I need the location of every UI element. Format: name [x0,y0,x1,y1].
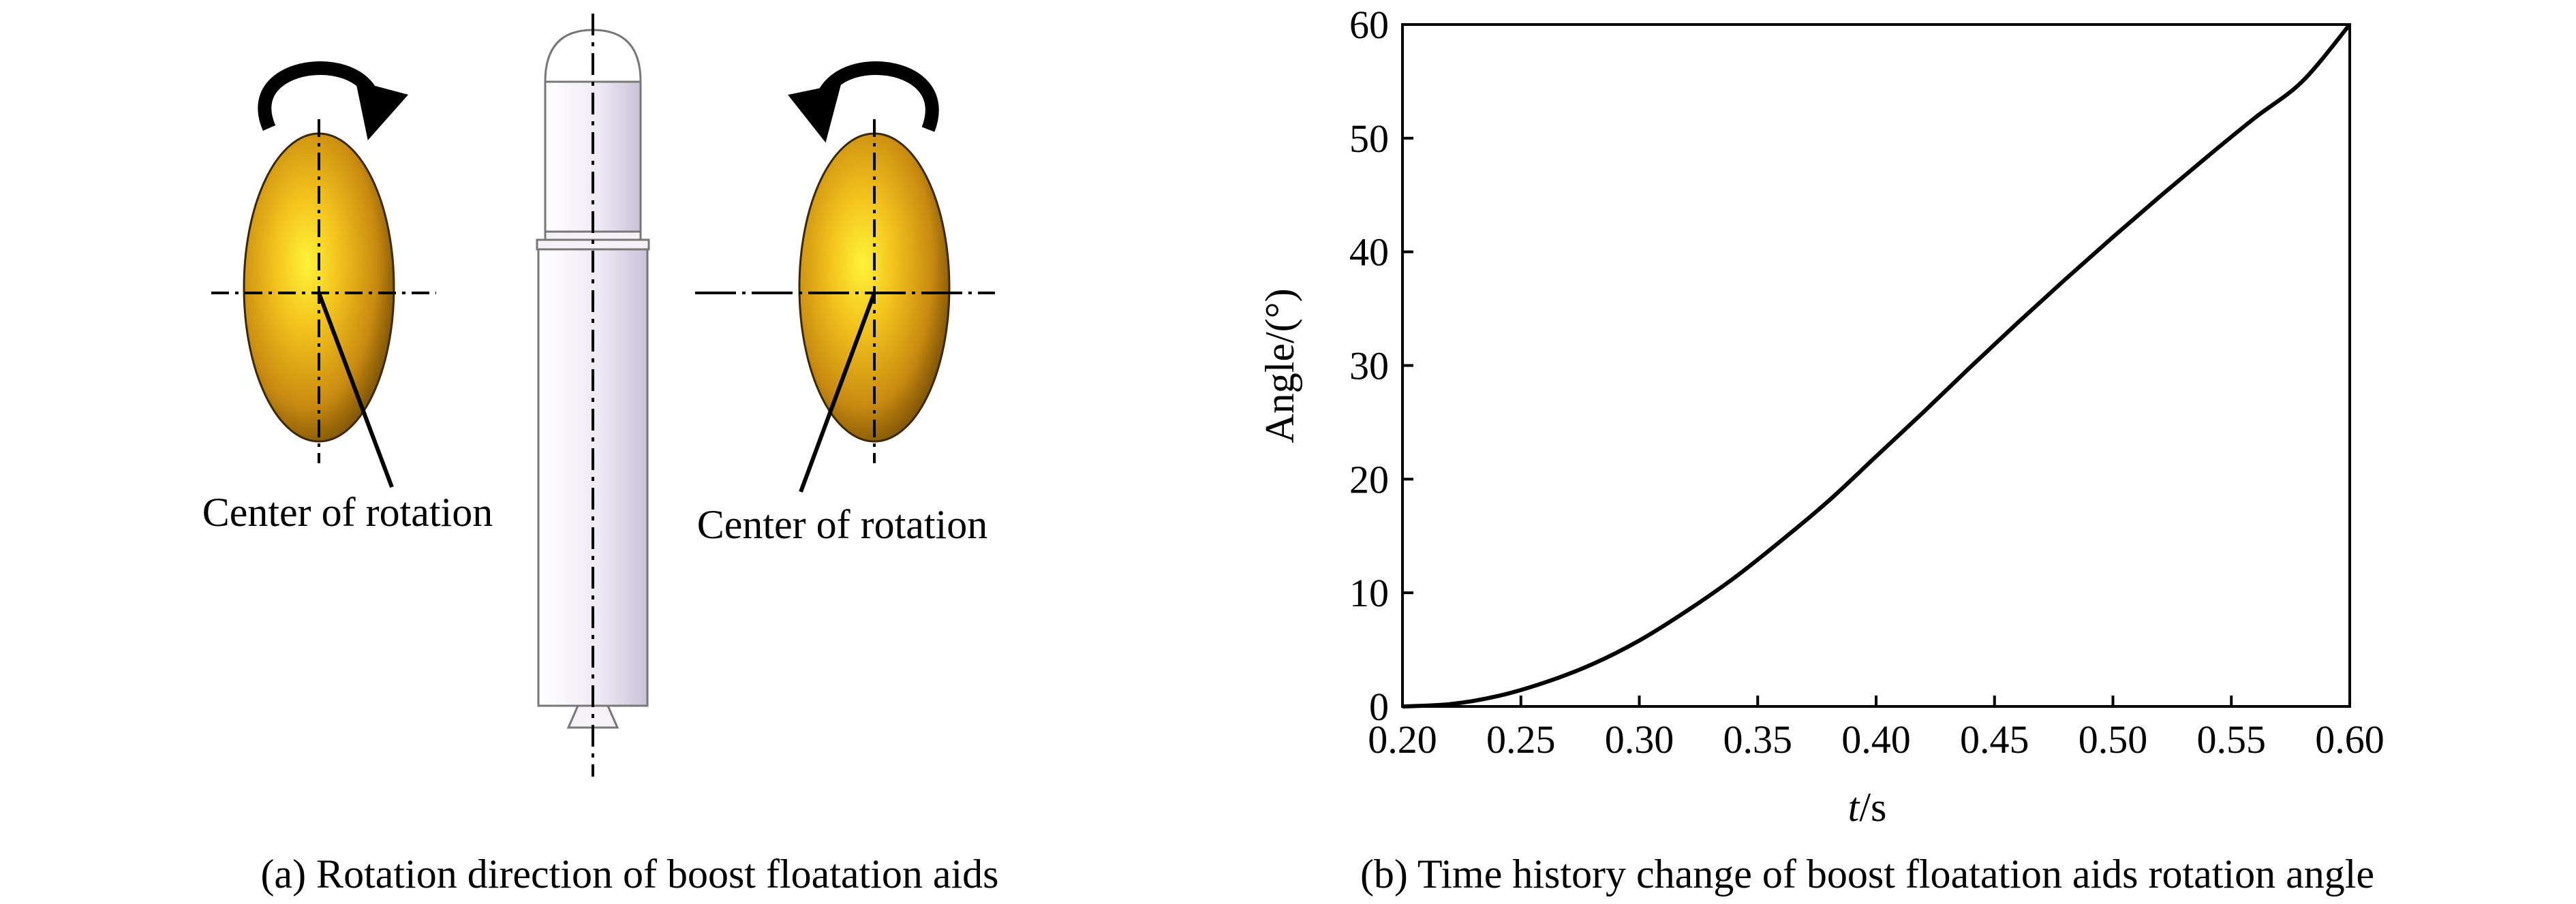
panel-a-caption: (a) Rotation direction of boost floatati… [260,852,998,897]
panel-b-caption: (b) Time history change of boost floatat… [1360,852,2374,897]
y-tick-label: 50 [1349,116,1389,161]
right-rotation-arrow-icon [788,61,939,143]
panel-a: Center of rotation Center of rotation (a… [202,14,999,897]
x-tick-label: 0.60 [2315,717,2385,762]
x-tick-label: 0.55 [2197,717,2267,762]
x-axis: 0.20 0.25 0.30 0.35 0.40 0.45 0.50 0.55 0.60 [1368,696,2385,762]
right-floatation-aid: Center of rotation [695,61,995,547]
x-axis-label: t/s [1848,785,1887,830]
x-tick-label: 0.40 [1841,717,1911,762]
left-center-label: Center of rotation [202,490,493,535]
x-tick-label: 0.25 [1486,717,1556,762]
rocket-body [536,14,650,777]
panel-b: 0.20 0.25 0.30 0.35 0.40 0.45 0.50 0.55 0.60 0 10… [1257,3,2385,897]
left-rotation-arrow-icon [258,61,408,140]
x-tick-label: 0.20 [1368,717,1437,762]
left-floatation-aid: Center of rotation [202,61,493,535]
y-axis-label: Angle/(°) [1257,288,1302,443]
y-tick-label: 40 [1349,230,1389,275]
angle-series-line [1402,23,2352,708]
x-tick-label: 0.50 [2079,717,2148,762]
right-center-label: Center of rotation [697,502,988,547]
y-tick-label: 0 [1369,685,1389,729]
y-tick-label: 30 [1349,344,1389,388]
plot-frame [1401,23,2351,708]
x-tick-label: 0.35 [1723,717,1793,762]
x-tick-label: 0.30 [1605,717,1674,762]
y-tick-label: 20 [1349,457,1389,501]
x-tick-label: 0.45 [1960,717,2029,762]
y-tick-label: 10 [1349,571,1389,615]
y-tick-label: 60 [1349,3,1389,47]
